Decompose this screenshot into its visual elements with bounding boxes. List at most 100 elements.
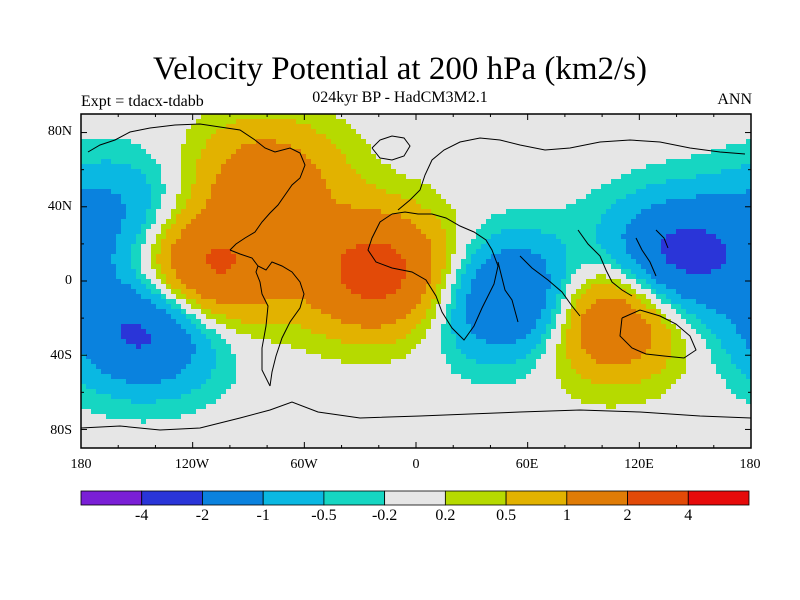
field-cell <box>256 124 262 130</box>
field-cell <box>566 184 572 190</box>
field-cell <box>551 154 557 160</box>
field-cell <box>296 219 302 225</box>
field-cell <box>476 169 482 175</box>
field-cell <box>461 174 467 180</box>
field-cell <box>661 264 667 270</box>
field-cell <box>151 274 157 280</box>
field-cell <box>466 234 472 240</box>
field-cell <box>211 149 217 155</box>
field-cell <box>136 164 142 170</box>
field-cell <box>486 179 492 185</box>
field-cell <box>581 234 587 240</box>
field-cell <box>371 139 377 145</box>
field-cell <box>521 264 527 270</box>
field-cell <box>406 184 412 190</box>
field-cell <box>196 119 202 125</box>
field-cell <box>391 269 397 275</box>
field-cell <box>711 139 717 145</box>
field-cell <box>211 114 217 120</box>
field-cell <box>176 294 182 300</box>
field-cell <box>146 239 152 245</box>
field-cell <box>211 179 217 185</box>
field-cell <box>646 134 652 140</box>
field-cell <box>196 269 202 275</box>
field-cell <box>536 224 542 230</box>
field-cell <box>596 224 602 230</box>
field-cell <box>81 154 87 160</box>
field-cell <box>456 259 462 265</box>
field-cell <box>111 124 117 130</box>
field-cell <box>166 124 172 130</box>
field-cell <box>631 264 637 270</box>
field-cell <box>566 209 572 215</box>
field-cell <box>166 139 172 145</box>
field-cell <box>346 259 352 265</box>
field-cell <box>176 264 182 270</box>
field-cell <box>181 149 187 155</box>
field-cell <box>711 224 717 230</box>
field-cell <box>421 134 427 140</box>
field-cell <box>171 249 177 255</box>
field-cell <box>321 189 327 195</box>
field-cell <box>471 139 477 145</box>
field-cell <box>581 254 587 260</box>
field-cell <box>356 154 362 160</box>
field-cell <box>496 294 502 300</box>
field-cell <box>136 154 142 160</box>
field-cell <box>566 144 572 150</box>
field-cell <box>321 249 327 255</box>
field-cell <box>216 139 222 145</box>
field-cell <box>606 164 612 170</box>
field-cell <box>91 169 97 175</box>
field-cell <box>481 174 487 180</box>
field-cell <box>581 264 587 270</box>
field-cell <box>631 124 637 130</box>
field-cell <box>396 159 402 165</box>
field-cell <box>161 144 167 150</box>
field-cell <box>111 279 117 285</box>
field-cell <box>81 284 87 290</box>
field-cell <box>681 284 687 290</box>
field-cell <box>151 279 157 285</box>
field-cell <box>541 154 547 160</box>
field-cell <box>146 199 152 205</box>
field-cell <box>126 289 132 295</box>
field-cell <box>616 274 622 280</box>
field-cell <box>216 184 222 190</box>
field-cell <box>291 249 297 255</box>
field-cell <box>211 199 217 205</box>
field-cell <box>211 259 217 265</box>
field-cell <box>416 179 422 185</box>
field-cell <box>301 209 307 215</box>
field-cell <box>476 254 482 260</box>
field-cell <box>311 134 317 140</box>
field-cell <box>386 219 392 225</box>
field-cell <box>346 164 352 170</box>
field-cell <box>301 264 307 270</box>
field-cell <box>481 294 487 300</box>
field-cell <box>306 149 312 155</box>
field-cell <box>486 164 492 170</box>
field-cell <box>156 114 162 120</box>
field-cell <box>606 174 612 180</box>
field-cell <box>416 239 422 245</box>
field-cell <box>206 139 212 145</box>
field-cell <box>341 129 347 135</box>
field-cell <box>506 169 512 175</box>
field-cell <box>96 264 102 270</box>
field-cell <box>361 259 367 265</box>
field-cell <box>501 114 507 120</box>
field-cell <box>546 174 552 180</box>
field-cell <box>541 204 547 210</box>
field-cell <box>161 219 167 225</box>
field-cell <box>436 144 442 150</box>
field-cell <box>511 184 517 190</box>
field-cell <box>146 154 152 160</box>
field-cell <box>311 174 317 180</box>
field-cell <box>511 134 517 140</box>
field-cell <box>106 194 112 200</box>
field-cell <box>211 269 217 275</box>
field-cell <box>696 114 702 120</box>
field-cell <box>211 284 217 290</box>
field-cell <box>236 134 242 140</box>
